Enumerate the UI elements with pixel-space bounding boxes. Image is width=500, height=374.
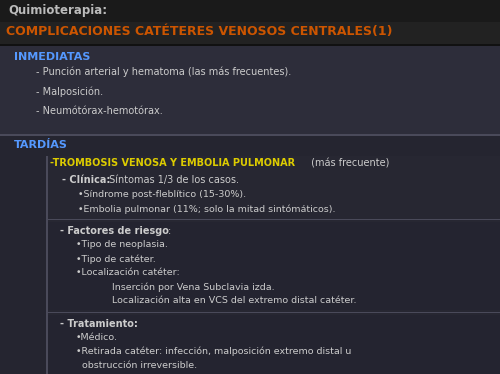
Text: TARDÍAS: TARDÍAS — [14, 140, 68, 150]
Bar — [48, 156, 500, 374]
Text: •Retirada catéter: infección, malposición extremo distal u: •Retirada catéter: infección, malposició… — [76, 347, 351, 356]
Bar — [0, 136, 500, 374]
Text: - Factores de riesgo: - Factores de riesgo — [60, 226, 169, 236]
Text: •Localización catéter:: •Localización catéter: — [76, 268, 180, 277]
Bar — [46, 156, 48, 374]
Text: - Clínica:: - Clínica: — [62, 175, 110, 185]
Bar — [0, 134, 500, 136]
Text: •Síndrome post-fleblítico (15-30%).: •Síndrome post-fleblítico (15-30%). — [78, 190, 246, 199]
Text: •Tipo de catéter.: •Tipo de catéter. — [76, 254, 156, 264]
Text: INMEDIATAS: INMEDIATAS — [14, 52, 90, 62]
Text: •Tipo de neoplasia.: •Tipo de neoplasia. — [76, 240, 168, 249]
Text: :: : — [168, 226, 171, 236]
Text: COMPLICACIONES CATÉTERES VENOSOS CENTRALES(1): COMPLICACIONES CATÉTERES VENOSOS CENTRAL… — [6, 25, 392, 38]
Bar — [48, 312, 500, 313]
Text: - Neumótórax-hemotórax.: - Neumótórax-hemotórax. — [36, 106, 163, 116]
Text: •Embolia pulmonar (11%; solo la mitad sintómáticos).: •Embolia pulmonar (11%; solo la mitad si… — [78, 204, 336, 214]
Text: Localización alta en VCS del extremo distal catéter.: Localización alta en VCS del extremo dis… — [76, 296, 356, 305]
Text: (más frecuente): (más frecuente) — [308, 158, 390, 168]
Text: Inserción por Vena Subclavia izda.: Inserción por Vena Subclavia izda. — [76, 282, 274, 291]
Bar — [48, 222, 500, 310]
Bar — [0, 44, 500, 46]
Text: •Médico.: •Médico. — [76, 333, 118, 342]
Bar — [0, 22, 500, 44]
Text: obstrucción irreversible.: obstrucción irreversible. — [76, 361, 197, 370]
Text: Quimioterapia:: Quimioterapia: — [8, 4, 107, 17]
Bar — [0, 46, 500, 134]
Text: -TROMBOSIS VENOSA Y EMBOLIA PULMONAR: -TROMBOSIS VENOSA Y EMBOLIA PULMONAR — [50, 158, 295, 168]
Bar — [48, 315, 500, 374]
Bar — [0, 0, 500, 22]
Text: - Malposición.: - Malposición. — [36, 86, 103, 96]
Text: - Tratamiento:: - Tratamiento: — [60, 319, 138, 329]
Bar — [48, 219, 500, 220]
Text: Síntomas 1/3 de los casos.: Síntomas 1/3 de los casos. — [106, 175, 239, 185]
Text: - Punción arterial y hematoma (las más frecuentes).: - Punción arterial y hematoma (las más f… — [36, 66, 291, 77]
